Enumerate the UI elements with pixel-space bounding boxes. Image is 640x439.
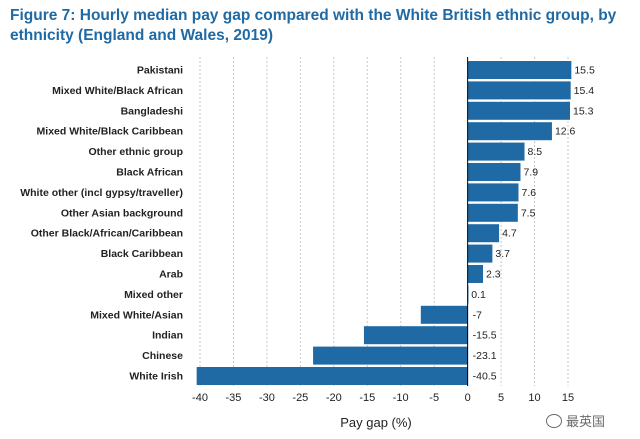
value-label: 15.4 (574, 85, 595, 97)
x-axis-label: Pay gap (%) (340, 415, 412, 430)
value-label: -7 (473, 309, 482, 321)
bar (467, 183, 519, 202)
value-label: 7.5 (521, 207, 536, 219)
bar (363, 326, 468, 345)
category-label: Other Black/African/Caribbean (31, 228, 183, 240)
x-tick-label: -35 (226, 392, 242, 404)
watermark: 最英国 (546, 411, 605, 430)
bar (467, 244, 493, 263)
category-label: Black African (116, 167, 183, 179)
x-tick-label: 0 (465, 392, 471, 404)
value-label: 3.7 (495, 248, 510, 260)
value-label: -15.5 (473, 330, 497, 342)
wechat-icon (546, 414, 562, 428)
value-label: -23.1 (473, 350, 497, 362)
value-label: 2.3 (486, 269, 501, 281)
x-tick-label: -15 (359, 392, 375, 404)
category-label: White other (incl gypsy/traveller) (20, 187, 183, 199)
value-label: 7.9 (523, 167, 538, 179)
x-tick-label: 15 (562, 392, 574, 404)
category-label: Pakistani (137, 65, 183, 77)
x-tick-label: -30 (259, 392, 275, 404)
bar (467, 265, 484, 283)
chart-title: Figure 7: Hourly median pay gap compared… (10, 7, 617, 44)
x-tick-label: -20 (326, 392, 342, 404)
bar (467, 61, 572, 79)
bar (313, 346, 468, 365)
value-label: 7.6 (521, 187, 536, 199)
category-label: Bangladeshi (121, 105, 184, 117)
category-label: Indian (152, 330, 183, 342)
category-label: White Irish (129, 371, 183, 383)
x-tick-label: 10 (528, 392, 540, 404)
category-label: Other Asian background (61, 207, 183, 219)
value-label: 15.3 (573, 105, 594, 117)
category-label: Mixed White/Black African (52, 85, 183, 97)
bar (467, 142, 525, 161)
value-label: 15.5 (574, 65, 595, 77)
category-label: Chinese (142, 350, 183, 362)
category-label: Black Caribbean (101, 248, 183, 260)
value-label: 4.7 (502, 228, 517, 240)
bar (467, 101, 571, 120)
bar (467, 163, 521, 181)
category-label: Mixed White/Asian (90, 309, 183, 321)
bar (420, 305, 468, 324)
value-label: 0.1 (471, 289, 486, 301)
x-tick-label: -25 (292, 392, 308, 404)
category-label: Arab (159, 269, 183, 281)
value-label: -40.5 (473, 371, 497, 383)
x-tick-label: 5 (498, 392, 504, 404)
category-label: Mixed White/Black Caribbean (37, 126, 183, 138)
bar (467, 203, 518, 222)
bar (196, 367, 468, 385)
watermark-text: 最英国 (566, 415, 606, 430)
category-label: Other ethnic group (89, 146, 184, 158)
bar (467, 122, 552, 141)
value-label: 12.6 (555, 126, 576, 138)
bar (467, 81, 571, 100)
bar (467, 224, 500, 243)
x-tick-label: -5 (429, 392, 439, 404)
category-label: Mixed other (124, 289, 183, 301)
x-tick-label: -40 (192, 392, 208, 404)
value-label: 8.5 (528, 146, 543, 158)
x-tick-label: -10 (393, 392, 409, 404)
